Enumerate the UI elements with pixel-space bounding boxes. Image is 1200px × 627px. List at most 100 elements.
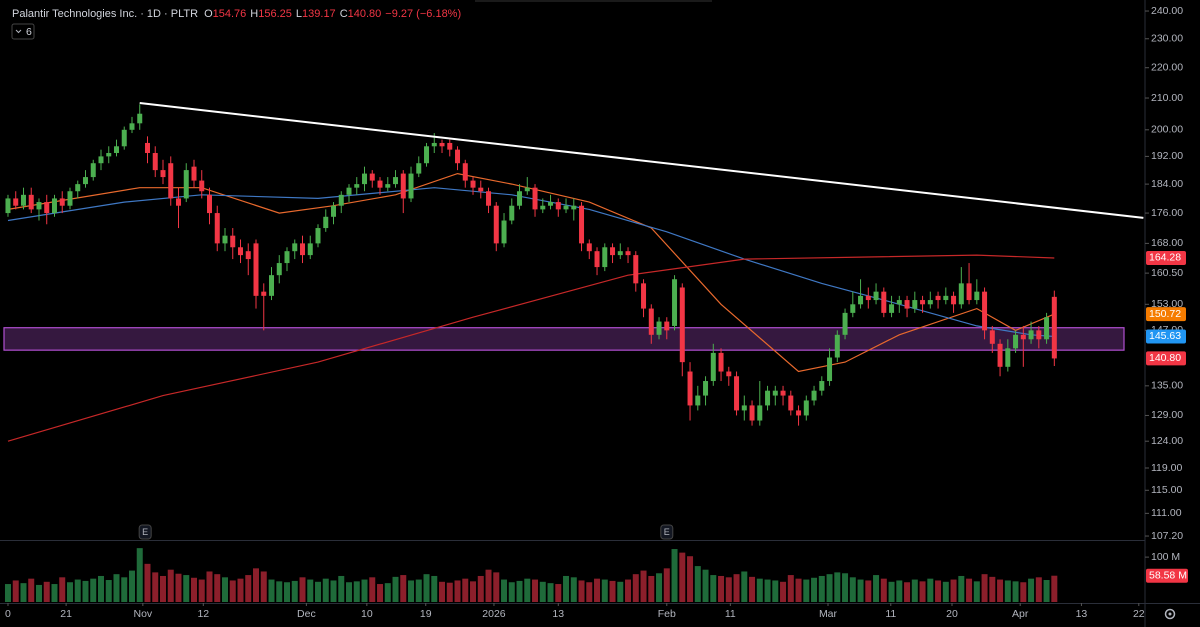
candle-body bbox=[501, 220, 507, 244]
volume-bar bbox=[787, 575, 794, 602]
volume-bar bbox=[82, 580, 89, 602]
candle-body bbox=[819, 381, 825, 391]
candle-body bbox=[82, 177, 88, 185]
volume-bar bbox=[811, 577, 818, 602]
candle-body bbox=[935, 295, 941, 301]
candle-body bbox=[168, 163, 174, 199]
candle-body bbox=[160, 170, 166, 178]
volume-bar bbox=[997, 579, 1004, 602]
candle-body bbox=[803, 400, 809, 416]
candle-body bbox=[703, 381, 709, 396]
candle-body bbox=[517, 191, 523, 206]
candle-body bbox=[966, 283, 972, 301]
volume-bar bbox=[904, 582, 911, 602]
volume-bar bbox=[702, 569, 709, 602]
candle-body bbox=[261, 291, 267, 296]
ohlc-value: 154.76 bbox=[213, 8, 247, 20]
volume-bar bbox=[284, 582, 291, 602]
volume-bar bbox=[485, 569, 492, 602]
volume-bar bbox=[105, 580, 112, 602]
candle-body bbox=[400, 173, 406, 199]
event-marker[interactable] bbox=[660, 524, 674, 540]
price-badge-label: 164.28 bbox=[1149, 252, 1181, 264]
candle-body bbox=[44, 202, 50, 214]
candle-body bbox=[672, 279, 678, 326]
volume-bar bbox=[152, 572, 159, 602]
y-tick-label: 119.00 bbox=[1151, 462, 1182, 474]
volume-bar bbox=[377, 584, 384, 602]
candle-body bbox=[245, 251, 251, 260]
volume-bar bbox=[28, 578, 35, 602]
price-badge-label: 150.72 bbox=[1149, 308, 1181, 320]
settings-icon[interactable] bbox=[1164, 608, 1176, 620]
event-marker[interactable] bbox=[138, 524, 152, 540]
volume-bar bbox=[1020, 582, 1027, 602]
volume-bar bbox=[911, 579, 918, 602]
volume-bar bbox=[222, 577, 229, 602]
volume-bar bbox=[966, 578, 973, 602]
volume-bar bbox=[617, 581, 624, 602]
volume-bar bbox=[175, 573, 182, 602]
candle-body bbox=[346, 187, 352, 195]
support-zone bbox=[3, 327, 1125, 351]
candle-body bbox=[462, 163, 468, 181]
candle-body bbox=[1044, 317, 1050, 340]
y-tick-label: 111.00 bbox=[1151, 507, 1182, 519]
volume-bar bbox=[128, 570, 135, 602]
volume-bar bbox=[741, 571, 748, 602]
candle-body bbox=[230, 235, 236, 248]
volume-bar bbox=[842, 573, 849, 602]
candle-body bbox=[447, 142, 453, 150]
gear[interactable] bbox=[1164, 608, 1176, 620]
volume-bar bbox=[214, 574, 221, 602]
volume-bar bbox=[919, 581, 926, 602]
candle-body bbox=[98, 156, 104, 164]
x-tick-label: 13 bbox=[552, 608, 564, 620]
x-tick-label: 2026 bbox=[482, 608, 506, 620]
volume-bar bbox=[415, 579, 422, 602]
ohlc-value: 140.80 bbox=[348, 8, 382, 20]
y-tick-label: 184.00 bbox=[1151, 178, 1183, 190]
volume-bar bbox=[632, 574, 639, 602]
volume-bar bbox=[1051, 575, 1058, 602]
gear-hub[interactable] bbox=[1168, 612, 1172, 616]
candle-body bbox=[439, 142, 445, 147]
volume-bar bbox=[229, 580, 236, 602]
volume-bar bbox=[446, 582, 453, 602]
volume-bar bbox=[206, 571, 213, 602]
volume-bar bbox=[1043, 580, 1050, 602]
y-tick-label: 129.00 bbox=[1151, 409, 1183, 421]
volume-bar bbox=[113, 574, 120, 602]
candle-body bbox=[827, 357, 833, 382]
volume-bar bbox=[307, 579, 314, 602]
candle-body bbox=[175, 198, 181, 206]
volume-bar bbox=[439, 581, 446, 602]
candle-body bbox=[338, 194, 344, 206]
volume-bar bbox=[501, 579, 508, 602]
candle-body bbox=[540, 205, 546, 210]
candle-body bbox=[625, 251, 631, 256]
candle-body bbox=[331, 205, 337, 217]
volume-bar bbox=[1028, 578, 1035, 602]
candle-body bbox=[555, 202, 561, 210]
volume-bar bbox=[1012, 581, 1019, 602]
volume-bar bbox=[826, 574, 833, 602]
volume-bar bbox=[625, 579, 632, 602]
x-tick-label: 12 bbox=[197, 608, 209, 620]
moving-average bbox=[7, 254, 1055, 442]
volume-bar bbox=[253, 568, 260, 602]
volume-bar bbox=[679, 552, 686, 602]
volume-bar bbox=[408, 580, 415, 602]
candle-body bbox=[1005, 348, 1011, 367]
candle-body bbox=[757, 405, 763, 421]
candle-body bbox=[633, 255, 639, 284]
candle-body bbox=[718, 352, 724, 372]
x-tick-label: 22 bbox=[1133, 608, 1145, 620]
candle-body bbox=[486, 191, 492, 206]
candle-body bbox=[1051, 296, 1057, 359]
volume-bar bbox=[183, 575, 190, 602]
y-tick-label: 160.50 bbox=[1151, 267, 1183, 279]
candle-body bbox=[896, 300, 902, 305]
ohlc-key: H bbox=[250, 8, 258, 20]
indicator-toggle[interactable] bbox=[11, 23, 35, 40]
